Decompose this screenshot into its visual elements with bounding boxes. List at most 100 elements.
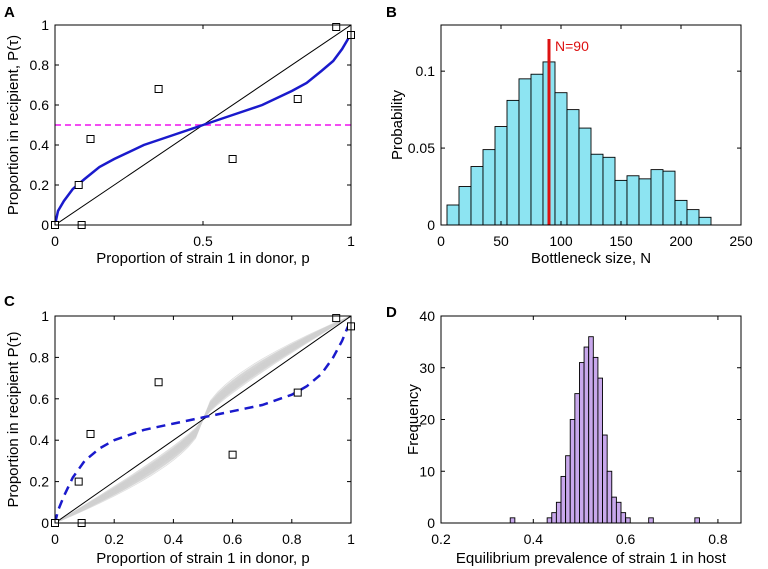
histogram-bar — [686, 209, 700, 226]
histogram-bar — [662, 170, 676, 226]
x-tick-label: 250 — [729, 233, 753, 249]
x-tick-label: 0 — [51, 233, 59, 249]
observation-point — [228, 450, 237, 459]
histogram-bar — [602, 156, 616, 226]
y-tick-label: 0 — [41, 217, 49, 233]
histogram-bar — [565, 455, 571, 524]
histogram-bar — [555, 501, 562, 524]
x-tick-label: 1 — [347, 233, 355, 249]
y-axis-label: Probability — [389, 89, 406, 160]
histogram-bar — [494, 126, 508, 226]
x-tick-label: 0.2 — [431, 531, 451, 547]
observation-point — [293, 388, 302, 397]
x-tick-label: 200 — [669, 233, 693, 249]
y-tick-label: 0.05 — [408, 140, 435, 156]
y-axis-label: Frequency — [405, 384, 422, 455]
panel-c-plot-area: 0 0.2 0.4 0.6 0.8 1 0 0.2 0.4 0.6 0.8 1 Proportion o… — [5, 308, 355, 567]
x-tick-label: 150 — [609, 233, 633, 249]
y-axis-label: Proportion in recipient P(τ) — [5, 331, 22, 507]
histogram-bar — [566, 109, 580, 226]
x-tick-label: 0.4 — [524, 531, 544, 547]
y-tick-label: 20 — [419, 412, 435, 428]
fit-curve — [55, 319, 351, 523]
observation-point — [86, 135, 95, 143]
x-tick-label: 0 — [437, 233, 445, 249]
y-tick-label: 0.6 — [30, 391, 50, 407]
histogram-bar — [482, 149, 496, 226]
x-tick-label: 0.8 — [708, 531, 728, 547]
observation-point — [228, 155, 237, 163]
histogram-bar — [446, 204, 460, 226]
histogram-bar — [694, 517, 700, 524]
y-tick-label: 0.8 — [30, 349, 50, 365]
panel-letter-b: B — [386, 4, 397, 21]
histogram-bar — [574, 393, 580, 524]
y-tick-label: 0.8 — [30, 57, 50, 73]
x-tick-label: 1 — [347, 531, 355, 547]
plot-frame — [440, 24, 742, 226]
histogram-bar — [611, 496, 617, 524]
histogram-bar — [583, 346, 590, 524]
y-tick-label: 0.4 — [30, 137, 50, 153]
x-tick-label: 0.6 — [616, 531, 636, 547]
observation-point — [293, 95, 302, 103]
identity-line — [55, 316, 351, 523]
panel-b: B N=90 0 50 100 150 200 250 0 0.05 0.1 Bottleneck … — [386, 4, 753, 267]
panel-letter-a: A — [4, 4, 15, 21]
x-tick-label: 0 — [51, 531, 59, 547]
histogram-bar — [518, 78, 532, 226]
panel-a: A 0 0.5 1 0 0.2 0.4 0.6 0.8 1 Proportion of strai… — [4, 4, 355, 267]
panel-letter-c: C — [4, 293, 15, 310]
x-axis-label: Bottleneck size, N — [531, 250, 651, 267]
y-tick-label: 0 — [427, 217, 435, 233]
y-tick-label: 0.4 — [30, 432, 50, 448]
histogram-bar — [614, 179, 628, 226]
histogram-bar — [578, 127, 592, 226]
histogram-bar — [530, 73, 544, 226]
histogram-bar — [551, 512, 557, 524]
panel-c: C 0 0.2 0.4 0.6 0.8 1 0 0.2 0.4 0.6 0.8 1 Proportion… — [4, 293, 355, 567]
histogram-bar — [615, 501, 622, 524]
x-axis-label: Equilibrium prevalence of strain 1 in ho… — [456, 550, 727, 567]
histogram-bar — [554, 92, 568, 226]
histogram-bar — [506, 99, 520, 226]
histogram-bar — [546, 517, 553, 524]
histogram-bar — [592, 356, 599, 524]
y-tick-label: 30 — [419, 360, 435, 376]
histogram-bar — [458, 186, 472, 226]
histogram-bar — [648, 517, 654, 524]
histogram-bar — [625, 517, 631, 524]
histogram-bar — [698, 216, 712, 226]
histogram-bar — [579, 362, 585, 524]
panel-d-plot-area: 0.2 0.4 0.6 0.8 0 10 20 30 40 Equilibrium prevale… — [405, 308, 742, 567]
x-tick-label: 0.6 — [223, 531, 243, 547]
plot-frame — [54, 315, 352, 524]
histogram-bar — [602, 434, 608, 524]
y-axis-label: Proportion in recipient, P(τ) — [5, 35, 22, 215]
y-tick-label: 1 — [41, 17, 49, 33]
observation-point — [154, 85, 163, 93]
observation-point — [154, 378, 163, 387]
y-tick-label: 0 — [427, 515, 435, 531]
x-axis-label: Proportion of strain 1 in donor, p — [96, 550, 309, 567]
observation-point — [332, 314, 341, 323]
x-tick-label: 0.8 — [282, 531, 302, 547]
histogram-bar — [590, 153, 604, 226]
y-tick-label: 0.6 — [30, 97, 50, 113]
x-tick-label: 0.5 — [193, 233, 213, 249]
observation-point — [74, 477, 83, 486]
plot-content — [55, 316, 351, 523]
panel-d: D 0.2 0.4 0.6 0.8 0 10 20 30 40 Equilibrium preva… — [386, 304, 742, 567]
x-tick-label: 0.4 — [164, 531, 184, 547]
y-tick-label: 10 — [419, 463, 435, 479]
histogram-bar — [626, 175, 640, 226]
x-axis-label: Proportion of strain 1 in donor, p — [96, 250, 309, 267]
histogram-bar — [560, 475, 567, 524]
histogram-bar — [569, 419, 576, 524]
observation-point — [86, 429, 95, 438]
histogram-bar — [650, 169, 664, 226]
histogram-bar — [638, 178, 652, 226]
histogram-bar — [588, 336, 594, 524]
x-tick-label: 0.2 — [104, 531, 124, 547]
